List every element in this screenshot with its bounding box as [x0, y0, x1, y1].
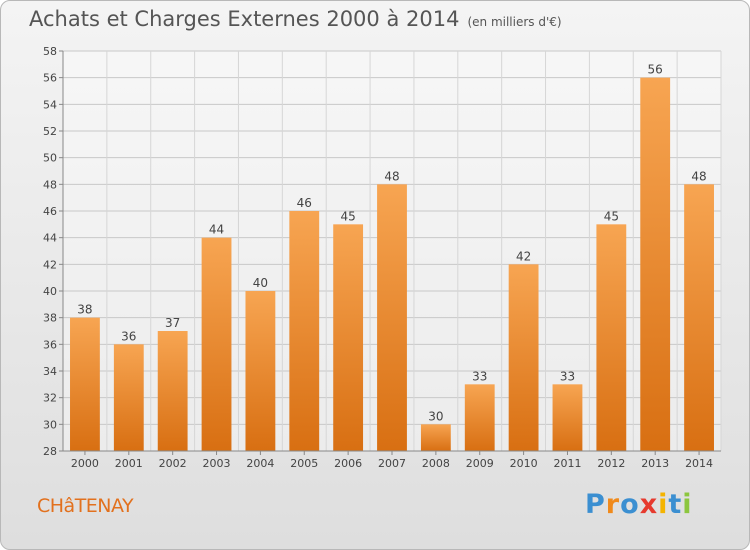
y-tick-label: 48: [43, 178, 57, 191]
value-label: 45: [604, 209, 619, 223]
bar: [508, 264, 539, 451]
bar: [596, 224, 627, 451]
logo-letter: o: [620, 489, 640, 520]
x-tick-label: 2000: [71, 457, 99, 470]
value-label: 38: [77, 303, 92, 317]
y-tick-label: 40: [43, 285, 57, 298]
bar: [420, 424, 451, 451]
y-tick-label: 28: [43, 445, 57, 458]
title-text: Achats et Charges Externes 2000 à 2014: [29, 7, 460, 31]
x-tick-label: 2006: [334, 457, 362, 470]
logo-letter: i: [658, 489, 669, 520]
x-tick-label: 2002: [159, 457, 187, 470]
value-label: 42: [516, 249, 531, 263]
x-tick-label: 2013: [641, 457, 669, 470]
logo-letter: x: [639, 489, 659, 520]
y-tick-label: 50: [43, 152, 57, 165]
bar: [113, 344, 144, 451]
x-tick-label: 2009: [466, 457, 494, 470]
y-tick-label: 34: [43, 365, 57, 378]
value-label: 48: [384, 169, 399, 183]
bars: 38 36 37 44 40 46 45 48 30 33 42 33 45 56 48: [70, 63, 714, 452]
bar: [377, 184, 407, 452]
bar: [70, 317, 100, 451]
value-label: 30: [428, 409, 443, 423]
y-tick-label: 32: [43, 392, 57, 405]
logo-letter: t: [668, 489, 683, 520]
value-label: 36: [121, 329, 136, 343]
y-tick-label: 44: [43, 232, 57, 245]
x-tick-label: 2014: [685, 457, 713, 470]
axes: 28 30 32 34 36 38 40 42 44 46 48 50 52 54 56 58 2000 2001…: [43, 45, 721, 470]
bar: [245, 291, 276, 451]
x-tick-label: 2010: [510, 457, 538, 470]
value-label: 33: [472, 369, 487, 383]
proxiti-logo: Proxiti: [585, 489, 693, 520]
x-tick-label: 2007: [378, 457, 406, 470]
x-tick-label: 2004: [246, 457, 274, 470]
x-tick-label: 2011: [553, 457, 581, 470]
commune-name: CHâTENAY: [37, 495, 134, 517]
y-tick-label: 56: [43, 72, 57, 85]
bar: [552, 384, 583, 451]
logo-letter: r: [605, 489, 621, 520]
y-tick-label: 46: [43, 205, 57, 218]
logo-letter: P: [585, 489, 606, 520]
chart-title: Achats et Charges Externes 2000 à 2014 (e…: [29, 7, 562, 31]
value-label: 45: [340, 209, 355, 223]
bar: [640, 77, 671, 452]
bar: [289, 211, 320, 451]
title-unit: (en milliers d'€): [467, 15, 562, 29]
x-tick-label: 2005: [290, 457, 318, 470]
value-label: 44: [209, 223, 224, 237]
value-label: 46: [297, 196, 312, 210]
x-tick-label: 2001: [115, 457, 143, 470]
bar: [464, 384, 495, 451]
y-tick-label: 54: [43, 98, 57, 111]
value-label: 40: [253, 276, 268, 290]
y-tick-label: 42: [43, 258, 57, 271]
bar: [201, 237, 232, 451]
value-label: 37: [165, 316, 180, 330]
bar: [684, 184, 714, 452]
bar: [157, 331, 188, 451]
y-tick-label: 38: [43, 312, 57, 325]
x-tick-label: 2008: [422, 457, 450, 470]
logo-letter: i: [682, 489, 693, 520]
value-label: 56: [648, 63, 663, 77]
x-tick-label: 2012: [597, 457, 625, 470]
y-tick-label: 36: [43, 338, 57, 351]
value-label: 48: [691, 169, 706, 183]
y-tick-label: 58: [43, 45, 57, 58]
bar: [333, 224, 364, 451]
value-label: 33: [560, 369, 575, 383]
x-tick-label: 2003: [203, 457, 231, 470]
y-tick-label: 30: [43, 418, 57, 431]
y-tick-label: 52: [43, 125, 57, 138]
